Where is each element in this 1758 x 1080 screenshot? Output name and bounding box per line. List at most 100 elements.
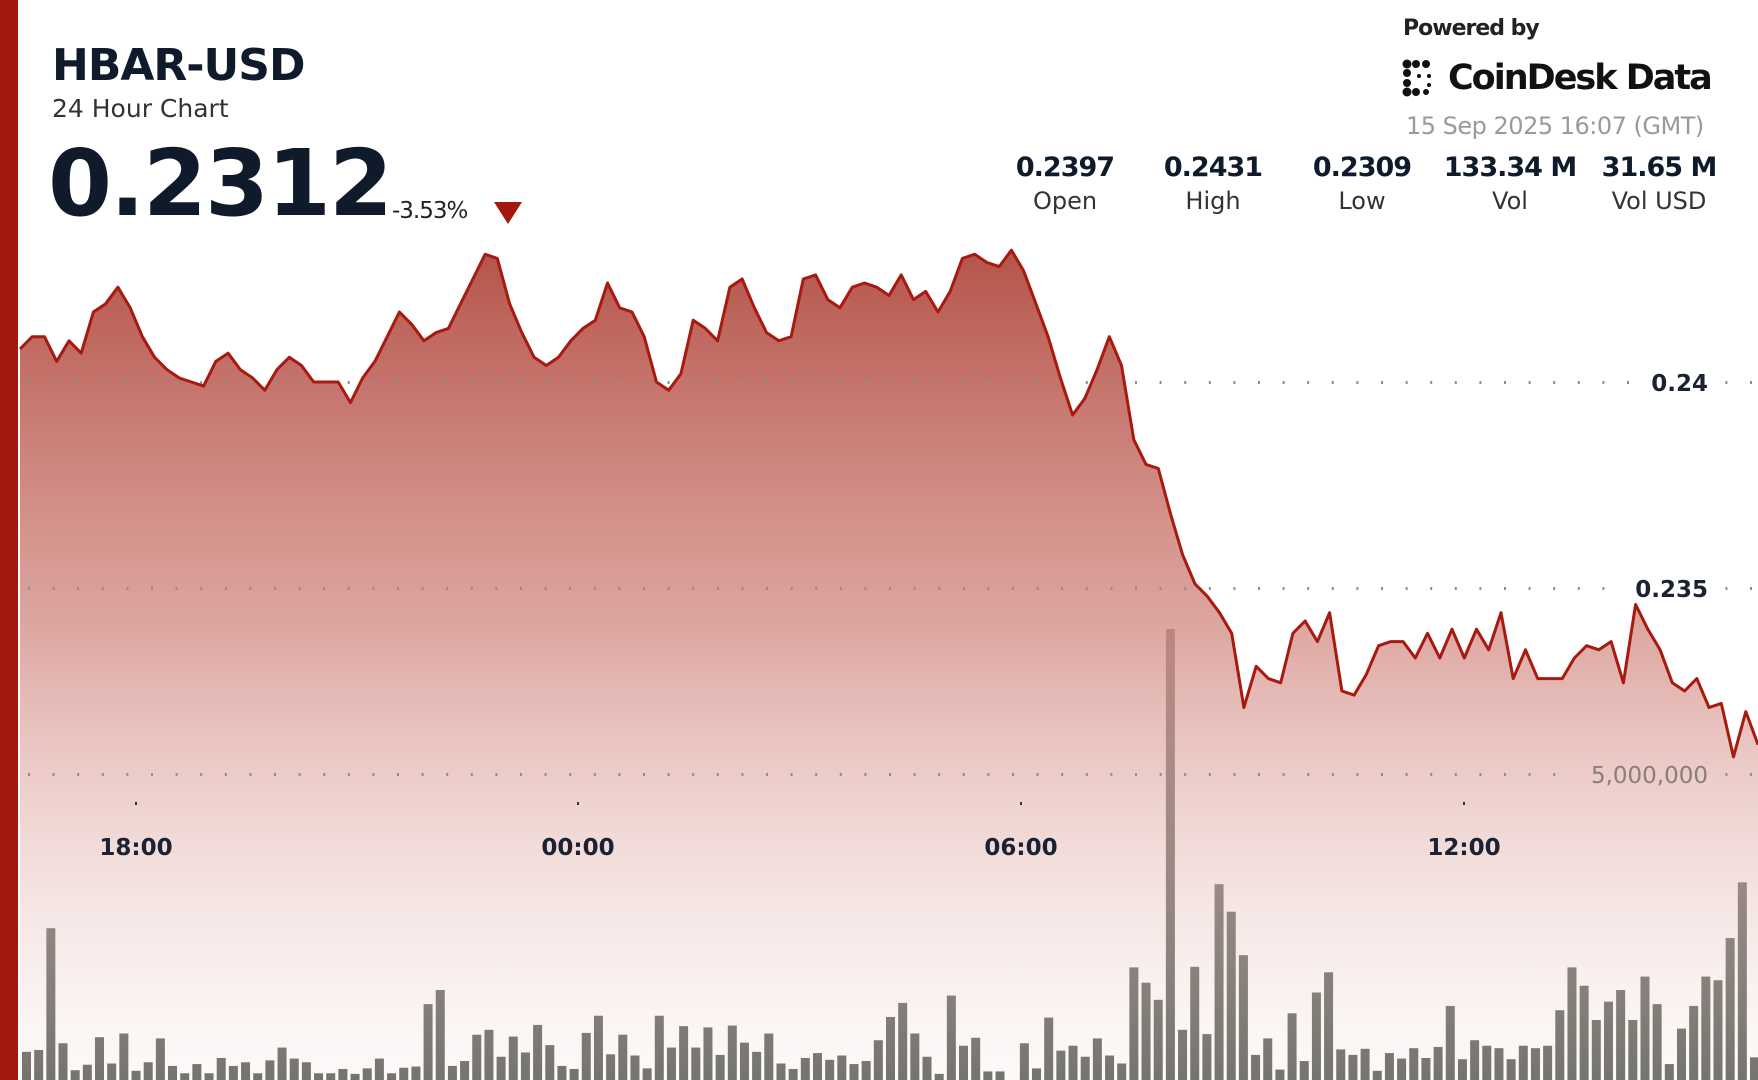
grid-dot (569, 381, 572, 384)
grid-dot (1184, 587, 1187, 590)
grid-dot (1405, 587, 1408, 590)
grid-dot (1012, 587, 1014, 590)
coindesk-logo-icon (1402, 59, 1431, 97)
grid-dot (1750, 587, 1752, 590)
grid-dot (716, 587, 719, 590)
grid-dot (1258, 773, 1260, 776)
grid-dot (766, 381, 768, 384)
grid-dot (200, 587, 203, 590)
grid-dot (1356, 381, 1359, 384)
grid-dot (1331, 587, 1334, 590)
grid-dot (962, 587, 965, 590)
grid-dot (1504, 381, 1506, 384)
grid-dot (249, 587, 252, 590)
grid-dot (741, 381, 744, 384)
stat-label: Low (1338, 187, 1386, 215)
grid-dot (839, 381, 842, 384)
grid-dot (1577, 587, 1580, 590)
grid-dot (1553, 587, 1556, 590)
grid-dot (618, 587, 621, 590)
grid-dot (101, 381, 104, 384)
grid-dot (249, 381, 252, 384)
grid-dot (274, 773, 276, 776)
grid-dot (101, 587, 104, 590)
brand-name: CoinDesk Data (1448, 58, 1713, 98)
grid-dot (1085, 587, 1088, 590)
grid-dot (1553, 773, 1556, 776)
grid-dot (1454, 381, 1457, 384)
grid-dot (1602, 381, 1605, 384)
grid-dot (77, 381, 80, 384)
grid-dot (864, 587, 867, 590)
grid-dot (52, 773, 55, 776)
grid-dot (618, 773, 621, 776)
grid-dot (1282, 587, 1285, 590)
grid-dot (1307, 587, 1310, 590)
stat-label: Open (1032, 187, 1098, 215)
grid-dot (839, 773, 842, 776)
x-tick-mark (1463, 802, 1465, 805)
grid-dot (372, 773, 375, 776)
grid-dot (446, 773, 449, 776)
grid-dot (1012, 381, 1014, 384)
grid-dot (667, 773, 670, 776)
grid-dot (1381, 773, 1383, 776)
grid-dot (1725, 587, 1728, 590)
grid-dot (1184, 773, 1187, 776)
stat-label: High (1185, 187, 1241, 215)
grid-dot (470, 773, 473, 776)
grid-dot (815, 381, 818, 384)
stat-open: 0.2397 Open (990, 152, 1140, 215)
grid-dot (249, 773, 252, 776)
grid-dot (1528, 773, 1531, 776)
volume-tick-label: 5,000,000 (1591, 763, 1708, 789)
grid-dot (962, 381, 965, 384)
grid-dot (397, 587, 399, 590)
grid-dot (28, 381, 30, 384)
grid-dot (397, 381, 399, 384)
grid-dot (913, 381, 916, 384)
pair-title: HBAR-USD (52, 40, 305, 91)
grid-dot (421, 381, 424, 384)
grid-dot (1430, 587, 1433, 590)
grid-dot (224, 587, 227, 590)
grid-dot (1036, 381, 1039, 384)
grid-dot (815, 773, 818, 776)
grid-dot (889, 587, 891, 590)
grid-dot (470, 381, 473, 384)
grid-dot (815, 587, 818, 590)
grid-dot (643, 773, 645, 776)
grid-dot (593, 587, 596, 590)
grid-dot (889, 381, 891, 384)
grid-dot (1159, 587, 1162, 590)
grid-dot (618, 381, 621, 384)
grid-dot (667, 381, 670, 384)
x-tick-mark (1020, 802, 1022, 805)
grid-dot (692, 381, 695, 384)
stat-high: 0.2431 High (1138, 152, 1288, 215)
grid-dot (323, 587, 326, 590)
grid-dot (593, 773, 596, 776)
grid-dot (766, 773, 768, 776)
gridlines (28, 381, 1752, 776)
grid-dot (298, 773, 301, 776)
grid-dot (274, 381, 276, 384)
grid-dot (1454, 587, 1457, 590)
grid-dot (126, 381, 129, 384)
grid-dot (790, 381, 793, 384)
grid-dot (224, 381, 227, 384)
grid-dot (1331, 381, 1334, 384)
grid-dot (1061, 773, 1064, 776)
grid-dot (470, 587, 473, 590)
grid-dot (77, 773, 80, 776)
grid-dot (1110, 381, 1113, 384)
grid-dot (790, 587, 793, 590)
price-area-fill (20, 250, 1758, 1080)
grid-dot (1307, 773, 1310, 776)
grid-dot (224, 773, 227, 776)
x-tick-mark (135, 802, 137, 805)
grid-dot (741, 773, 744, 776)
grid-dot (28, 773, 30, 776)
grid-dot (151, 587, 153, 590)
